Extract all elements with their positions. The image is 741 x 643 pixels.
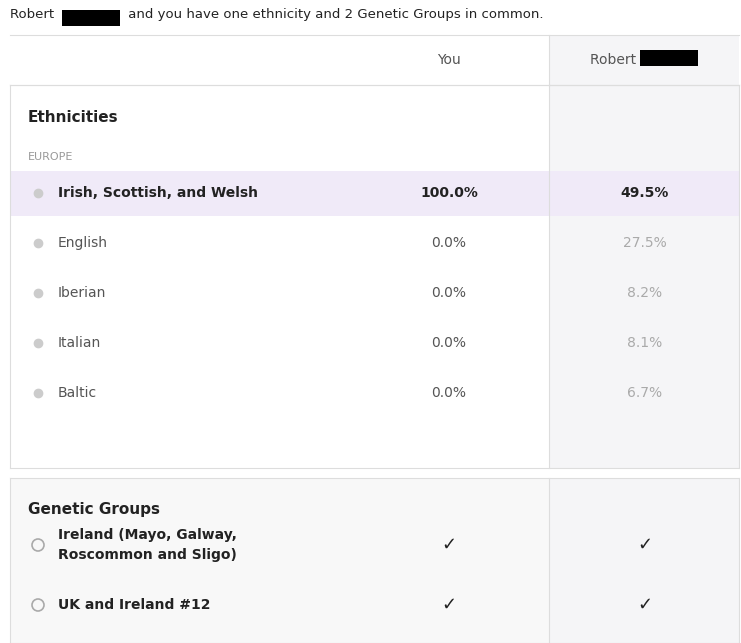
Bar [640,50,698,66]
Text: Ireland (Mayo, Galway,
Roscommon and Sligo): Ireland (Mayo, Galway, Roscommon and Sli… [58,529,237,562]
Text: ✓: ✓ [442,536,456,554]
Text: ✓: ✓ [637,536,653,554]
Text: 0.0%: 0.0% [431,236,467,250]
Text: and you have one ethnicity and 2 Genetic Groups in common.: and you have one ethnicity and 2 Genetic… [124,8,543,21]
Text: Ethnicities: Ethnicities [28,110,119,125]
Text: 0.0%: 0.0% [431,386,467,400]
Text: 8.1%: 8.1% [628,336,662,350]
Text: Baltic: Baltic [58,386,97,400]
Bar [549,35,739,85]
Text: 8.2%: 8.2% [628,286,662,300]
Text: ✓: ✓ [637,596,653,614]
Text: Robert: Robert [10,8,59,21]
Bar [10,478,549,643]
Bar [549,85,739,468]
Text: Genetic Groups: Genetic Groups [28,502,160,517]
Bar [549,478,739,643]
Text: Irish, Scottish, and Welsh: Irish, Scottish, and Welsh [58,186,258,200]
Text: English: English [58,236,108,250]
Text: Robert: Robert [590,53,640,67]
Text: 6.7%: 6.7% [628,386,662,400]
Text: You: You [437,53,461,67]
Bar [0,0,741,35]
Bar [10,85,549,468]
Bar [10,170,739,215]
Bar [10,35,549,85]
Text: 0.0%: 0.0% [431,286,467,300]
Text: 27.5%: 27.5% [623,236,667,250]
Text: EUROPE: EUROPE [28,152,73,162]
Text: UK and Ireland #12: UK and Ireland #12 [58,598,210,612]
Text: 49.5%: 49.5% [621,186,669,200]
Text: ✓: ✓ [442,596,456,614]
Text: Iberian: Iberian [58,286,107,300]
Text: Italian: Italian [58,336,102,350]
Text: 0.0%: 0.0% [431,336,467,350]
Text: 100.0%: 100.0% [420,186,478,200]
Bar [62,10,120,26]
